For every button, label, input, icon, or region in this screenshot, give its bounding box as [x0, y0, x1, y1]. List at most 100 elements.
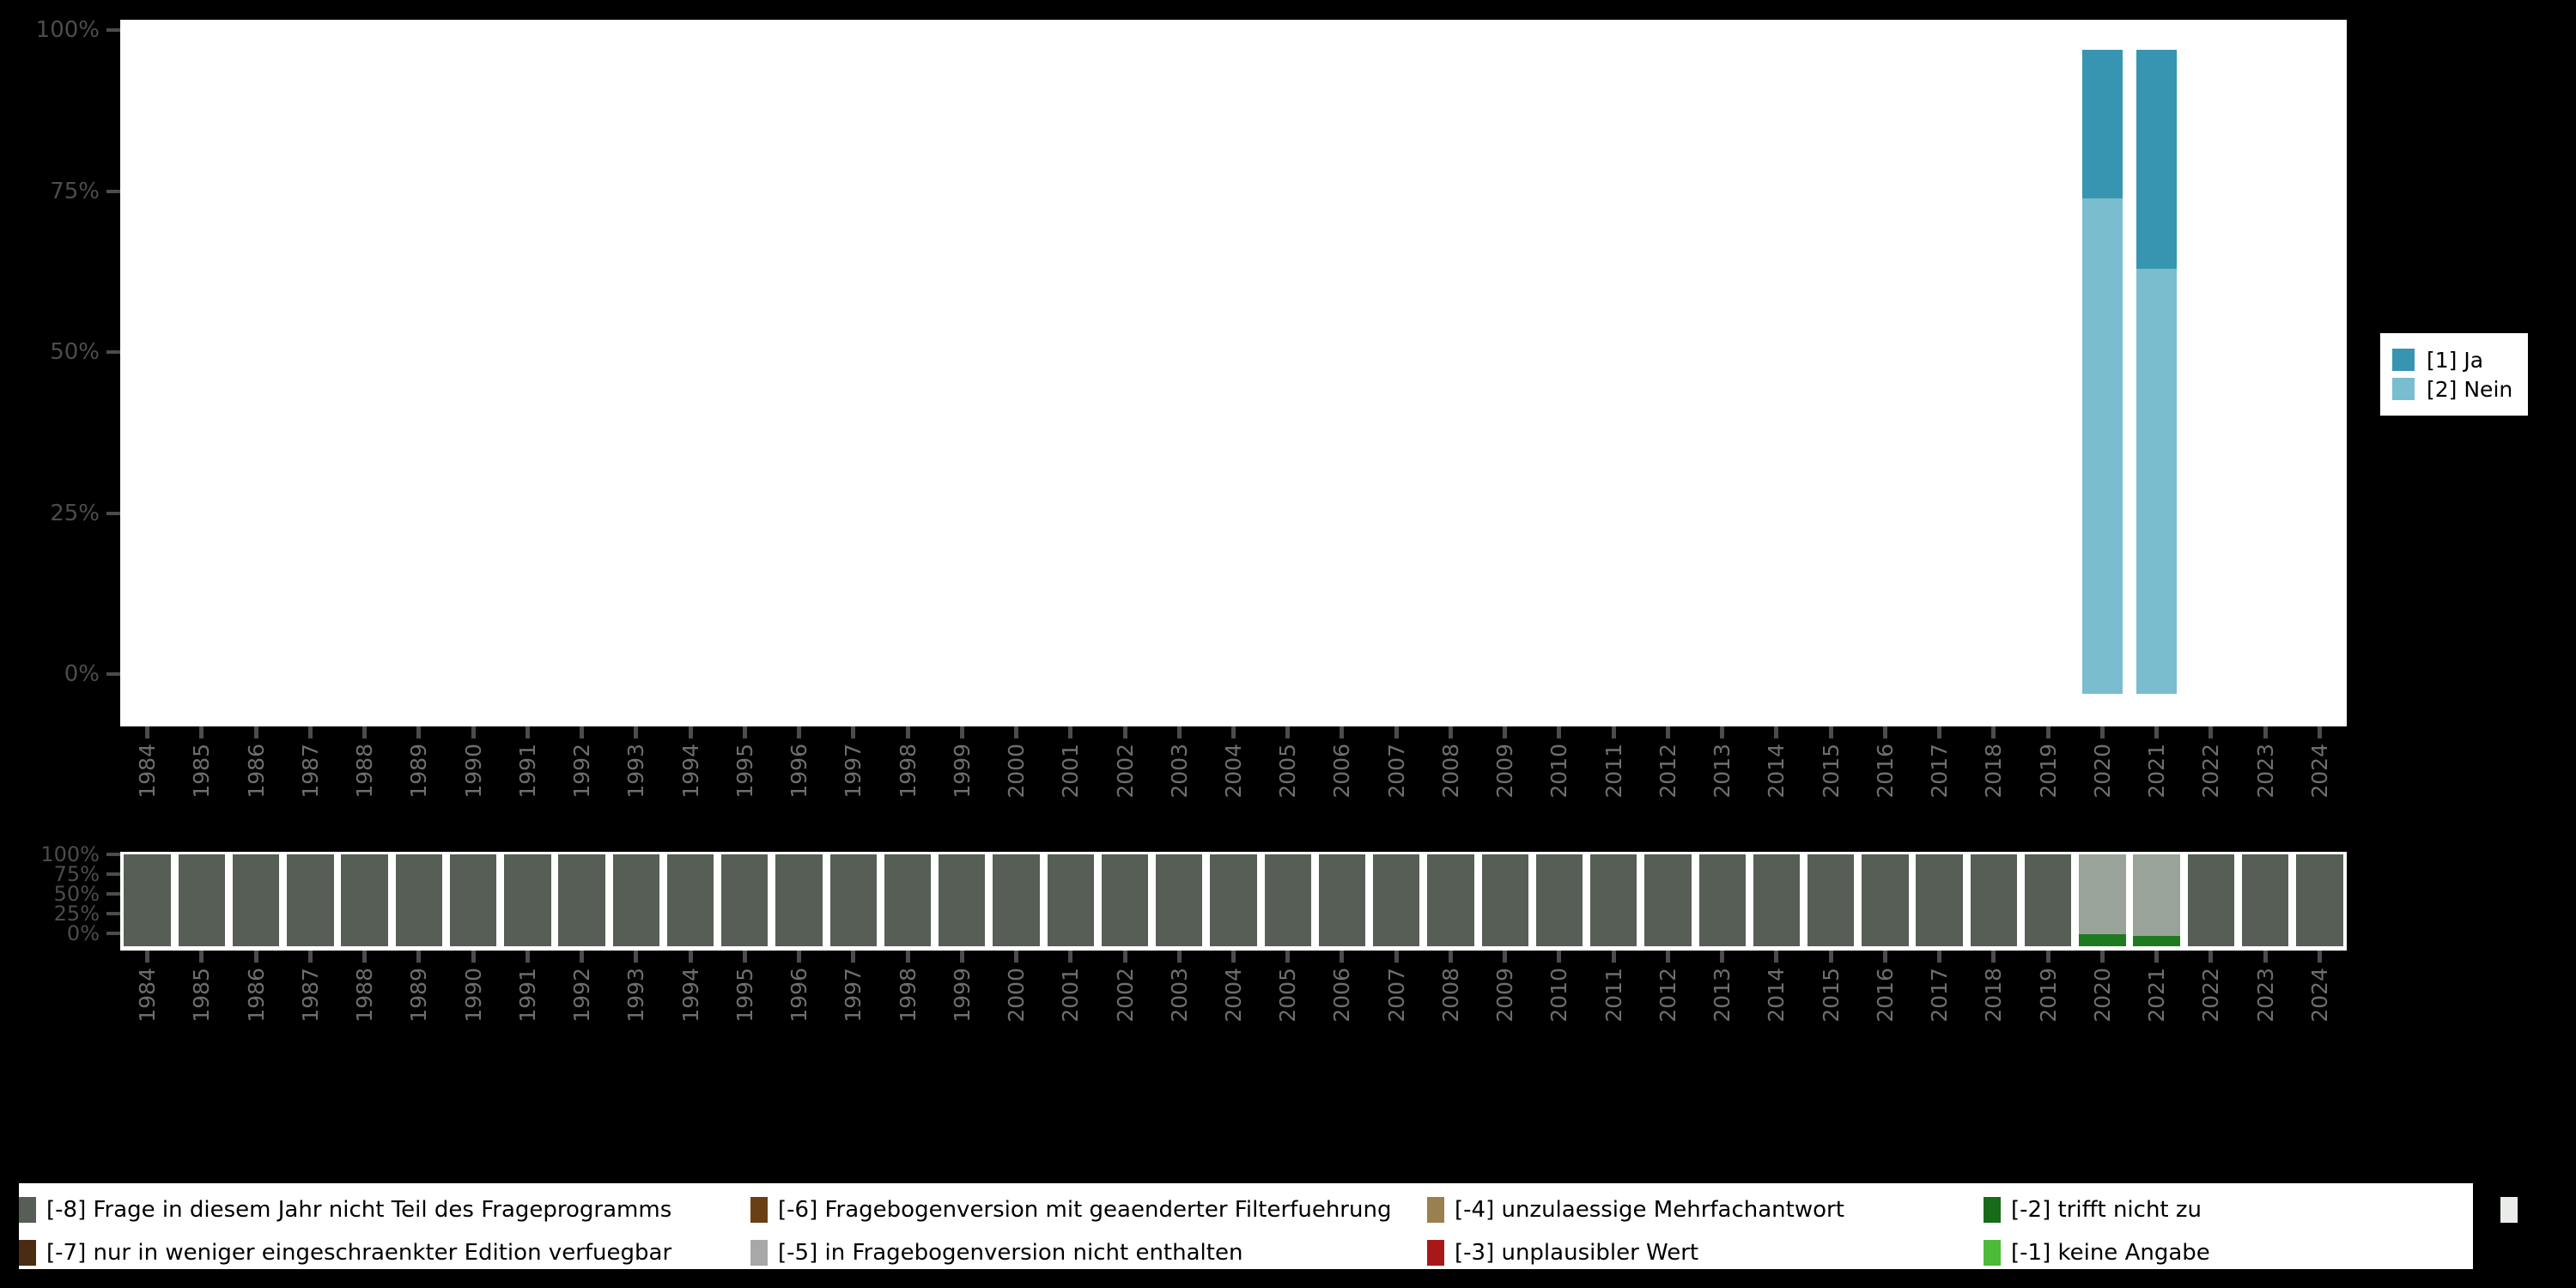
x-axis-tick-label: 2011 [1601, 744, 1626, 799]
y-axis-tick-mark [106, 872, 120, 876]
x-axis-tick-label: 2013 [1710, 744, 1735, 799]
x-axis-tick-1989: 1989 [393, 726, 445, 799]
x-axis-tick-2024: 2024 [2293, 726, 2345, 799]
x-axis-tick-mark [1665, 726, 1670, 738]
y-axis-tick-label: 50% [53, 882, 100, 906]
x-axis-tick-label: 2023 [2252, 744, 2278, 799]
x-axis-tick-2014: 2014 [1751, 951, 1802, 1023]
lower-bar-segment [612, 854, 659, 946]
x-axis-tick-label: 2005 [1275, 744, 1301, 799]
x-axis-tick-label: 1988 [352, 968, 378, 1023]
x-axis-tick-label: 1998 [895, 968, 920, 1023]
lower-stacked-bar-2022 [2187, 852, 2235, 951]
x-axis-tick-1985: 1985 [176, 951, 228, 1023]
legend-swatch-icon [2392, 378, 2415, 400]
lower-bar-segment [1916, 854, 1963, 946]
x-axis-tick-mark [416, 726, 422, 738]
x-axis-tick-label: 2003 [1166, 968, 1192, 1023]
x-axis-tick-mark [1665, 951, 1670, 963]
lower-stacked-bar-1997 [829, 852, 877, 951]
lower-bar-segment [2079, 854, 2126, 935]
legend-item-label: [-6] Fragebogenversion mit geaenderter F… [778, 1197, 1392, 1223]
lower-bar-segment [1970, 854, 2018, 946]
y-axis-lower: 100% 75% 50% 25% 0% [0, 837, 120, 949]
y-axis-tick-mark [106, 28, 120, 32]
x-axis-tick-label: 2015 [1818, 968, 1844, 1023]
lower-stacked-bar-1995 [721, 852, 769, 951]
x-axis-tick-label: 1993 [623, 968, 649, 1023]
x-axis-tick-1993: 1993 [611, 726, 662, 799]
x-axis-tick-1991: 1991 [501, 726, 553, 799]
x-axis-tick-2016: 2016 [1859, 951, 1911, 1023]
x-axis-tick-mark [634, 726, 639, 738]
x-axis-tick-mark [1503, 951, 1508, 963]
legend-swatch-icon [1427, 1240, 1444, 1266]
x-axis-tick-2017: 2017 [1914, 951, 1965, 1023]
x-axis-tick-mark [145, 726, 150, 738]
x-axis-tick-label: 2008 [1437, 968, 1463, 1023]
legend-item-code-4: [-4] unzulaessige Mehrfachantwort [1427, 1195, 1844, 1224]
x-axis-tick-2010: 2010 [1534, 951, 1585, 1023]
x-axis-tick-label: 2001 [1058, 968, 1084, 1023]
x-axis-tick-label: 2015 [1818, 744, 1844, 799]
x-axis-tick-mark [1285, 951, 1291, 963]
lower-stacked-bar-1986 [232, 852, 280, 951]
x-axis-tick-1997: 1997 [828, 951, 879, 1023]
lower-stacked-bar-2014 [1753, 852, 1801, 951]
legend-swatch-icon [750, 1240, 768, 1266]
lower-bar-segment [1318, 854, 1366, 946]
lower-stacked-bar-1996 [775, 852, 823, 951]
x-axis-tick-label: 2012 [1655, 968, 1680, 1023]
x-axis-tick-2011: 2011 [1588, 726, 1639, 799]
x-axis-tick-mark [1176, 951, 1182, 963]
x-axis-tick-label: 1999 [949, 744, 975, 799]
x-axis-tick-label: 1997 [841, 968, 866, 1023]
x-axis-tick-mark [851, 726, 856, 738]
lower-stacked-bar-2019 [2024, 852, 2072, 951]
x-axis-tick-2021: 2021 [2131, 951, 2183, 1023]
x-axis-tick-label: 1985 [189, 968, 215, 1023]
lower-stacked-bar-1992 [558, 852, 605, 951]
x-axis-tick-2024: 2024 [2293, 951, 2345, 1023]
x-axis-tick-label: 2020 [2089, 744, 2115, 799]
x-axis-tick-mark [307, 951, 313, 963]
lower-bar-segment [1862, 854, 1909, 946]
legend-item-label: [-7] nur in weniger eingeschraenkter Edi… [46, 1240, 672, 1266]
x-axis-tick-2013: 2013 [1697, 726, 1748, 799]
x-axis-tick-mark [471, 951, 476, 963]
x-axis-tick-2002: 2002 [1099, 726, 1151, 799]
lower-bar-segment [2241, 854, 2289, 946]
x-axis-tick-label: 2002 [1112, 744, 1138, 799]
x-axis-tick-mark [199, 951, 204, 963]
x-axis-tick-label: 1999 [949, 968, 975, 1023]
lower-stacked-bar-2000 [993, 852, 1040, 951]
x-axis-tick-label: 2000 [1004, 744, 1030, 799]
x-axis-tick-label: 1984 [135, 744, 161, 799]
x-axis-tick-label: 1990 [460, 744, 486, 799]
legend-item-code-8: gültige Observationen [2500, 1195, 2576, 1224]
x-axis-tick-mark [2317, 951, 2322, 963]
y-axis-tick-label: 50% [50, 339, 100, 365]
x-axis-tick-label: 1989 [406, 968, 432, 1023]
x-axis-tick-label: 2003 [1166, 744, 1192, 799]
lower-bar-segment [993, 854, 1040, 946]
lower-bar-segment [449, 854, 497, 946]
series-legend: [1] Ja [2] Nein [2380, 333, 2529, 416]
x-axis-tick-mark [2154, 726, 2160, 738]
bar-segment [2136, 269, 2178, 694]
lower-bar-segment [287, 854, 334, 946]
x-axis-tick-2018: 2018 [1968, 951, 2020, 1023]
x-axis-tick-mark [525, 951, 530, 963]
y-axis-tick-mark [106, 672, 120, 676]
y-axis-tick-mark [106, 189, 120, 193]
x-axis-tick-mark [1503, 726, 1508, 738]
x-axis-tick-mark [1611, 726, 1616, 738]
x-axis-tick-mark [688, 726, 693, 738]
y-axis-tick-mark [106, 932, 120, 935]
lower-bar-segment [1481, 854, 1528, 946]
lower-bar-segment [775, 854, 823, 946]
legend-swatch-icon [2392, 349, 2415, 371]
y-axis-tick-label: 100% [35, 17, 100, 43]
x-axis-tick-label: 1989 [406, 744, 432, 799]
